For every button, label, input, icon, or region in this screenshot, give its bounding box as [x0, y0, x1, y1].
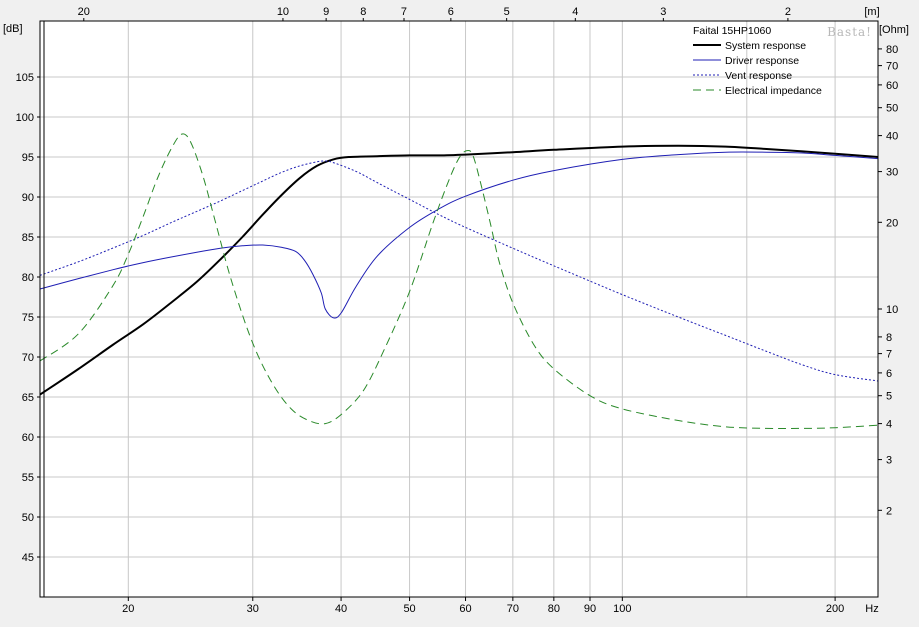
- top-axis-unit: [m]: [864, 6, 879, 18]
- y2-axis-unit: [Ohm]: [879, 24, 909, 36]
- top-tick-label: 9: [323, 6, 329, 18]
- y2-tick-label: 70: [886, 61, 898, 73]
- series-electrical-impedance-line: [39, 133, 879, 430]
- y2-tick-label: 6: [886, 368, 892, 380]
- x-axis-unit: Hz: [865, 603, 878, 615]
- grid: [40, 21, 878, 597]
- top-tick-label: 2: [785, 6, 791, 18]
- y2-tick-label: 30: [886, 167, 898, 179]
- x-tick-label: 50: [403, 603, 415, 615]
- y2-tick-label: 10: [886, 304, 898, 316]
- x-tick-label: 90: [584, 603, 596, 615]
- top-tick-label: 5: [504, 6, 510, 18]
- legend-entry: System response: [725, 40, 806, 52]
- top-tick-label: 6: [448, 6, 454, 18]
- top-tick-label: 8: [360, 6, 366, 18]
- legend: Faital 15HP1060 Basta! System response Driv…: [693, 25, 872, 97]
- y2-tick-label: 3: [886, 455, 892, 467]
- y-tick-label: 95: [22, 152, 34, 164]
- top-tick-label: 10: [277, 6, 289, 18]
- y2-tick-label: 4: [886, 419, 892, 431]
- series-driver-response-line: [39, 151, 879, 319]
- x-tick-label: 40: [335, 603, 347, 615]
- x-tick-label: 60: [459, 603, 471, 615]
- y-tick-label: 65: [22, 392, 34, 404]
- y-tick-label: 70: [22, 352, 34, 364]
- legend-entry: Vent response: [725, 70, 792, 82]
- y-tick-label: 85: [22, 232, 34, 244]
- top-tick-label: 7: [401, 6, 407, 18]
- top-tick-label: 3: [660, 6, 666, 18]
- y-tick-label: 75: [22, 312, 34, 324]
- y-tick-label: 105: [16, 72, 34, 84]
- y2-tick-label: 7: [886, 349, 892, 361]
- top-tick-label: 4: [572, 6, 578, 18]
- y2-tick-label: 40: [886, 131, 898, 143]
- legend-entry: Electrical impedance: [725, 85, 822, 97]
- plot-area: [40, 21, 878, 597]
- y-axis-unit: [dB]: [3, 23, 23, 35]
- y-tick-label: 80: [22, 272, 34, 284]
- y-tick-label: 100: [16, 112, 34, 124]
- legend-entry: Driver response: [725, 55, 799, 67]
- series-group: [39, 133, 879, 430]
- y-tick-label: 55: [22, 472, 34, 484]
- series-vent-response-line: [39, 160, 879, 382]
- y2-tick-label: 80: [886, 44, 898, 56]
- x-tick-label: 100: [613, 603, 631, 615]
- x-tick-label: 80: [548, 603, 560, 615]
- y2-tick-label: 5: [886, 391, 892, 403]
- chart-title: Faital 15HP1060: [693, 25, 771, 37]
- watermark-logo: Basta!: [827, 25, 872, 39]
- y-tick-label: 60: [22, 432, 34, 444]
- y2-tick-label: 60: [886, 80, 898, 92]
- y-tick-label: 90: [22, 192, 34, 204]
- y2-tick-label: 20: [886, 217, 898, 229]
- y2-tick-label: 50: [886, 103, 898, 115]
- y2-tick-label: 8: [886, 332, 892, 344]
- series-system-response-line: [39, 144, 879, 396]
- x-tick-label: 30: [247, 603, 259, 615]
- x-tick-label: 20: [122, 603, 134, 615]
- top-tick-label: 20: [78, 6, 90, 18]
- y2-tick-label: 2: [886, 505, 892, 517]
- x-tick-label: 200: [826, 603, 844, 615]
- y-tick-label: 45: [22, 552, 34, 564]
- x-tick-label: 70: [507, 603, 519, 615]
- y-tick-label: 50: [22, 512, 34, 524]
